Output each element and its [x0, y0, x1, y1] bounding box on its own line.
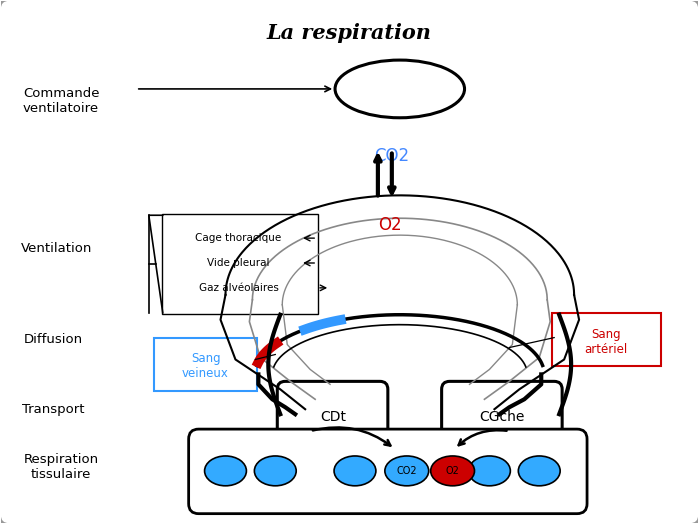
Text: Cage thoracique: Cage thoracique — [195, 233, 282, 243]
Text: CGche: CGche — [480, 410, 525, 424]
FancyBboxPatch shape — [154, 337, 257, 391]
Text: Ventilation: Ventilation — [20, 242, 92, 255]
FancyBboxPatch shape — [189, 429, 587, 514]
Text: Transport: Transport — [22, 403, 85, 416]
Text: Commande
ventilatoire: Commande ventilatoire — [23, 87, 99, 115]
Ellipse shape — [519, 456, 560, 486]
Text: CDt: CDt — [320, 410, 346, 424]
FancyBboxPatch shape — [552, 313, 661, 366]
Text: Sang
artériel: Sang artériel — [584, 328, 628, 356]
Ellipse shape — [335, 60, 465, 118]
FancyBboxPatch shape — [161, 214, 318, 314]
Ellipse shape — [385, 456, 428, 486]
Text: Vide pleural: Vide pleural — [207, 258, 270, 268]
Ellipse shape — [205, 456, 247, 486]
Text: O2: O2 — [378, 216, 402, 234]
Ellipse shape — [254, 456, 296, 486]
Text: Sang
veineux: Sang veineux — [182, 353, 229, 380]
Text: CO2: CO2 — [396, 466, 417, 476]
FancyBboxPatch shape — [278, 381, 388, 472]
Text: La respiration: La respiration — [266, 23, 431, 43]
Text: Gaz alvéolaires: Gaz alvéolaires — [199, 283, 278, 293]
Text: Diffusion: Diffusion — [24, 333, 82, 346]
Ellipse shape — [468, 456, 510, 486]
FancyBboxPatch shape — [442, 381, 562, 472]
Text: CO2: CO2 — [374, 147, 410, 165]
Ellipse shape — [334, 456, 376, 486]
Text: Respiration
tissulaire: Respiration tissulaire — [24, 453, 99, 481]
Text: O2: O2 — [446, 466, 459, 476]
Ellipse shape — [431, 456, 475, 486]
